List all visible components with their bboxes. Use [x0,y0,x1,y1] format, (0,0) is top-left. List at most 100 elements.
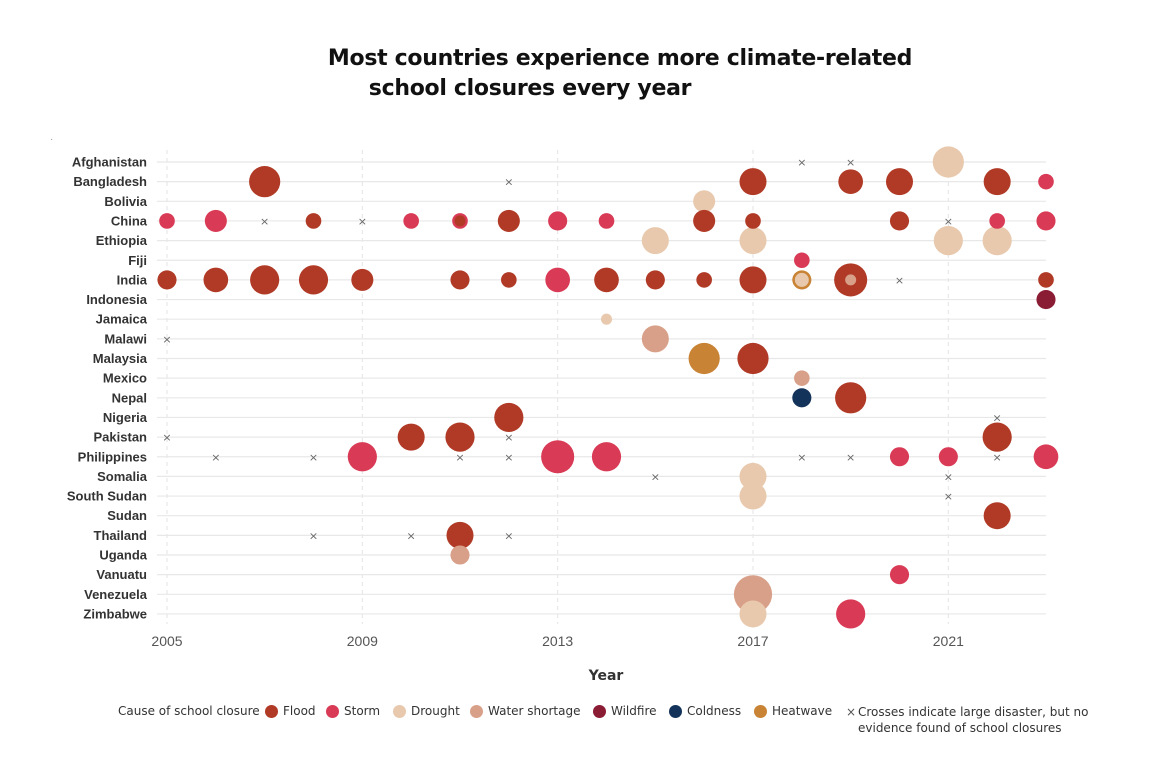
cross-marker: × [944,470,953,483]
bubble [403,213,419,229]
bubble [157,270,177,290]
bubble [739,168,767,196]
legend-swatch-wildfire [593,704,606,718]
cross-marker: × [797,156,806,169]
bubble [889,447,910,467]
bubble [989,213,1005,229]
y-tick-label: Bangladesh [73,174,147,189]
y-tick-label: Bolivia [104,194,147,209]
bubble [885,168,914,196]
y-tick-label: Malawi [104,331,147,346]
bubble [249,166,281,198]
bubble [204,209,227,232]
bubble [203,267,229,293]
bubble [298,265,329,295]
bubble [889,211,910,231]
bubble [450,545,470,565]
legend-label-flood: Flood [283,704,316,718]
x-tick-label: 2017 [737,633,768,649]
cross-marker: × [846,451,855,464]
legend-label-water-shortage: Water shortage [488,704,581,718]
y-tick-label: Indonesia [86,292,147,307]
bubble [594,267,619,293]
bubble [1033,444,1059,470]
bubble [739,227,767,255]
cross-marker: × [309,529,318,542]
chart-title-line-1: Most countries experience more climate-r… [327,46,913,71]
legend-item-flood: Flood [265,704,316,718]
y-tick-label: Thailand [94,528,148,543]
bubble [982,226,1012,256]
legend-swatch-flood [265,704,278,718]
chart-title: Most countries experience more climate-r… [0,44,1170,104]
bubble [159,213,175,229]
bubble [598,213,615,229]
bubble [445,422,475,452]
legend-swatch-heatwave [754,704,767,718]
y-tick-label: China [111,213,148,228]
chart-title-line-2: school closures every year [368,76,692,101]
bubble [250,265,280,295]
y-tick-label: Ethiopia [96,233,148,248]
cross-marker: × [944,215,953,228]
bubble [737,342,769,375]
y-tick-label: Nigeria [103,410,148,425]
bubble [351,268,374,291]
legend-cross-note: × Crosses indicate large disaster, but n… [846,704,1098,736]
legend-item-drought: Drought [393,704,460,718]
y-tick-label: Somalia [97,469,148,484]
bubble [1038,272,1054,288]
bubble [454,215,466,227]
cross-marker: × [260,215,269,228]
bubble [739,600,767,628]
bubble [983,502,1011,530]
bubble [938,447,958,467]
y-tick-label: Zimbabwe [83,606,147,621]
y-tick-label: India [117,272,148,287]
bubble [835,382,867,414]
bubble [739,482,767,510]
cross-marker: × [895,274,904,287]
legend-swatch-drought [393,704,406,718]
bubble [836,599,866,629]
bubble [693,190,716,213]
legend-swatch-coldness [669,704,682,718]
x-axis-title: Year [588,668,624,684]
bubble [548,211,568,231]
y-tick-label: Jamaica [96,312,148,327]
legend-item-water-shortage: Water shortage [470,704,580,718]
cross-marker: × [846,156,855,169]
legend-item-wildfire: Wildfire [593,704,657,718]
cross-marker: × [504,176,513,189]
cross-marker: × [651,470,660,483]
bubble [501,272,517,288]
bubble [745,213,761,229]
bubble [497,209,520,232]
bubble [838,169,863,194]
x-tick-label: 2021 [933,633,964,649]
y-tick-label: South Sudan [67,489,147,504]
bubble [600,313,613,325]
y-tick-label: Mexico [103,371,147,386]
y-tick-label: Vanuatu [96,567,147,582]
cross-marker: × [358,215,367,228]
decorative-dot: · [50,134,54,145]
y-tick-label: Fiji [128,253,147,268]
legend-label-drought: Drought [411,704,460,718]
bubble [792,388,812,408]
cross-marker: × [944,490,953,503]
bubble [932,146,964,178]
x-tick-label: 2005 [151,633,182,649]
cross-marker: × [309,451,318,464]
bubble [446,521,474,549]
cross-marker: × [504,529,513,542]
bubble [733,575,773,614]
y-tick-label: Sudan [107,508,147,523]
bubble [794,252,810,269]
bubble [397,423,425,451]
legend-swatch-storm [326,704,339,718]
bubble [641,227,669,255]
y-tick-label: Venezuela [84,587,148,602]
bubble [305,213,322,229]
bubble [933,226,963,256]
